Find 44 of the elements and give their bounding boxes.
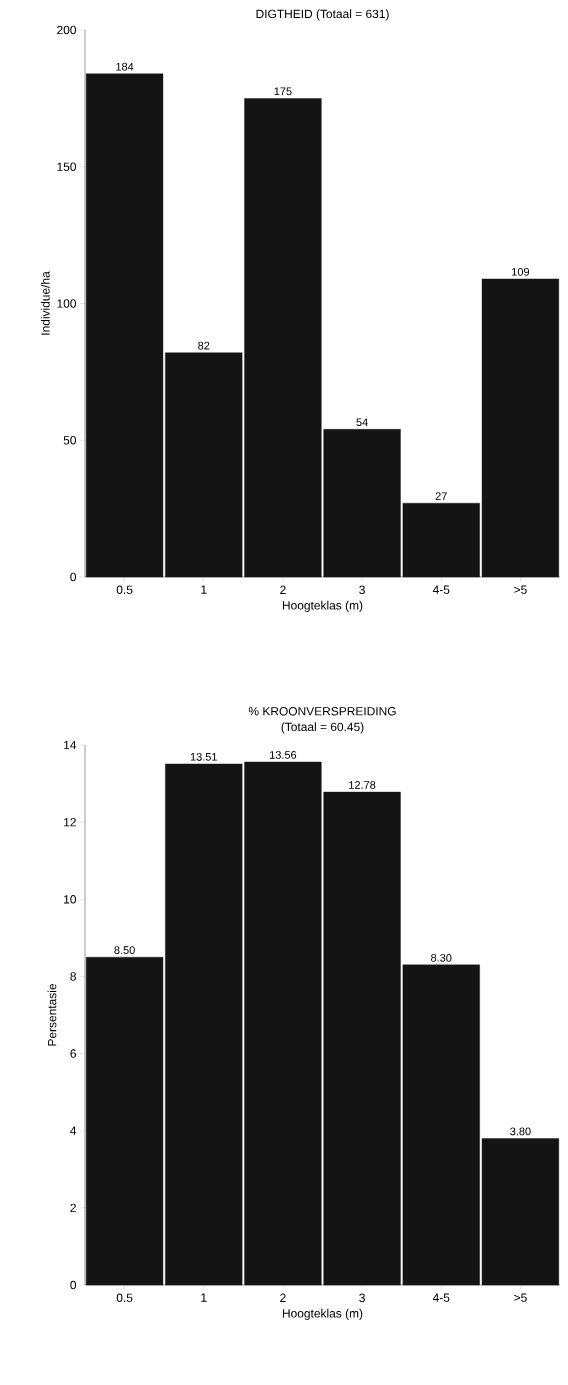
y-tick-label: 8: [70, 972, 76, 981]
x-axis-title: Hoogteklas (m): [282, 600, 363, 612]
data-label: 8.30: [431, 953, 452, 962]
x-tick-label: 4-5: [432, 1293, 450, 1302]
x-tick-label: >5: [514, 585, 527, 594]
data-label: 13.56: [270, 751, 297, 759]
y-tick-label: 50: [63, 436, 77, 445]
y-tick-label: 14: [64, 740, 77, 750]
data-label: 82: [198, 341, 210, 350]
x-tick-label: 0.5: [116, 1293, 133, 1302]
data-label: 175: [274, 87, 292, 96]
data-label: 27: [435, 492, 447, 500]
chart-subtitle: (Totaal = 60.45): [281, 722, 364, 734]
y-tick-label: 6: [70, 1049, 76, 1058]
x-tick-label: 4-5: [432, 585, 450, 594]
chart-title: % KROONVERSPREIDING: [248, 707, 396, 716]
x-tick-label: 2: [280, 585, 286, 594]
y-tick-label: 0: [70, 572, 77, 582]
y-axis-title: Persentasie: [47, 983, 57, 1046]
x-axis-title: Hoogteklas (m): [282, 1308, 363, 1320]
y-tick-label: 200: [57, 25, 77, 35]
x-tick-label: 3: [359, 585, 365, 594]
data-label: 3.80: [510, 1127, 531, 1136]
y-tick-label: 100: [57, 299, 77, 308]
x-tick-label: 3: [359, 1293, 365, 1302]
y-tick-label: 4: [70, 1126, 77, 1135]
data-label: 8.50: [114, 946, 135, 954]
x-tick-label: 1: [201, 1293, 207, 1302]
chart-title: DIGTHEID (Totaal = 631): [256, 9, 389, 21]
x-tick-label: >5: [514, 1293, 527, 1302]
y-tick-label: 12: [64, 817, 76, 827]
y-axis-title: Individue/ha: [40, 271, 50, 335]
data-label: 12.78: [349, 781, 376, 789]
y-tick-label: 10: [64, 895, 77, 904]
data-label: 184: [116, 62, 134, 71]
y-tick-label: 0: [70, 1280, 77, 1290]
y-tick-label: 150: [57, 162, 77, 171]
data-label: 109: [512, 267, 530, 276]
x-tick-label: 0.5: [116, 585, 133, 594]
data-label: 54: [356, 418, 368, 427]
x-tick-label: 1: [201, 585, 207, 594]
data-label: 13.51: [190, 752, 217, 761]
x-tick-label: 2: [280, 1293, 286, 1302]
y-tick-label: 2: [70, 1203, 76, 1213]
